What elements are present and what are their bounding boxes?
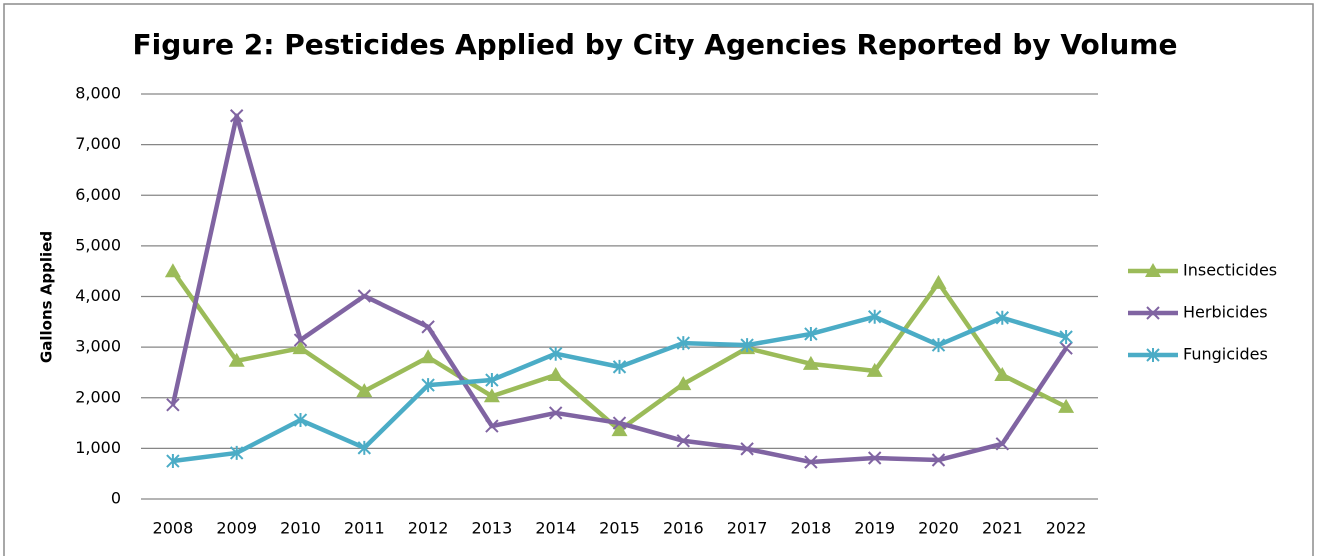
y-tick-label: 0 xyxy=(111,489,121,508)
data-point xyxy=(675,376,692,391)
data-point xyxy=(166,454,180,469)
data-point xyxy=(930,274,947,289)
data-point xyxy=(229,445,244,460)
y-tick-label: 7,000 xyxy=(75,134,121,153)
data-point xyxy=(931,338,946,353)
data-point xyxy=(485,419,499,433)
data-point xyxy=(357,440,372,455)
x-tick-label: 2016 xyxy=(663,519,704,538)
data-point xyxy=(421,320,435,334)
x-tick-label: 2021 xyxy=(982,519,1023,538)
legend-marker xyxy=(1146,306,1160,320)
data-point xyxy=(164,263,181,278)
data-point xyxy=(1059,341,1073,355)
data-point xyxy=(293,333,308,347)
data-point xyxy=(229,109,244,123)
y-axis-label: Gallons Applied xyxy=(38,231,56,363)
legend-label: Insecticides xyxy=(1183,261,1277,280)
data-point xyxy=(357,289,372,303)
x-tick-label: 2019 xyxy=(854,519,895,538)
data-point xyxy=(995,437,1010,451)
data-point xyxy=(995,310,1010,325)
data-point xyxy=(740,442,754,456)
data-point xyxy=(548,406,563,420)
legend-marker xyxy=(1145,263,1161,277)
data-point xyxy=(483,388,500,403)
data-point xyxy=(676,336,691,351)
data-point xyxy=(612,416,627,430)
x-tick-label: 2012 xyxy=(408,519,449,538)
y-tick-label: 2,000 xyxy=(75,387,121,406)
legend-label: Fungicides xyxy=(1183,345,1268,364)
data-point xyxy=(547,366,564,381)
legend-marker xyxy=(1146,348,1160,362)
data-point xyxy=(867,451,882,465)
y-tick-label: 4,000 xyxy=(75,286,121,305)
x-tick-label: 2014 xyxy=(535,519,576,538)
x-tick-label: 2022 xyxy=(1046,519,1087,538)
x-tick-label: 2008 xyxy=(153,519,194,538)
x-tick-label: 2018 xyxy=(791,519,832,538)
data-point xyxy=(676,434,691,448)
x-tick-label: 2015 xyxy=(599,519,640,538)
y-tick-label: 3,000 xyxy=(75,337,121,356)
data-point xyxy=(166,398,180,412)
data-point xyxy=(802,355,819,370)
data-point xyxy=(228,352,245,367)
y-tick-label: 8,000 xyxy=(75,84,121,103)
data-point xyxy=(292,340,309,355)
chart-title: Figure 2: Pesticides Applied by City Age… xyxy=(133,28,1178,61)
data-point xyxy=(548,346,563,361)
data-point xyxy=(356,383,373,398)
data-point xyxy=(931,453,946,467)
x-tick-label: 2010 xyxy=(280,519,321,538)
data-point xyxy=(612,359,627,374)
x-tick-label: 2011 xyxy=(344,519,385,538)
data-point xyxy=(293,413,308,428)
x-tick-label: 2009 xyxy=(216,519,257,538)
chart-border xyxy=(3,3,1314,556)
data-point xyxy=(867,309,882,324)
y-tick-label: 6,000 xyxy=(75,185,121,204)
data-point xyxy=(421,378,435,393)
data-point xyxy=(611,422,628,437)
legend-label: Herbicides xyxy=(1183,303,1268,322)
y-tick-label: 5,000 xyxy=(75,235,121,254)
y-tick-label: 1,000 xyxy=(75,438,121,457)
data-point xyxy=(1058,398,1075,413)
data-point xyxy=(485,373,499,388)
data-point xyxy=(994,366,1011,381)
data-point xyxy=(740,338,754,353)
data-point xyxy=(866,362,883,377)
x-tick-label: 2020 xyxy=(918,519,959,538)
data-point xyxy=(804,455,818,469)
data-point xyxy=(1059,330,1073,344)
x-tick-label: 2017 xyxy=(727,519,768,538)
data-point xyxy=(804,326,818,341)
x-tick-label: 2013 xyxy=(472,519,513,538)
data-point xyxy=(420,349,437,364)
